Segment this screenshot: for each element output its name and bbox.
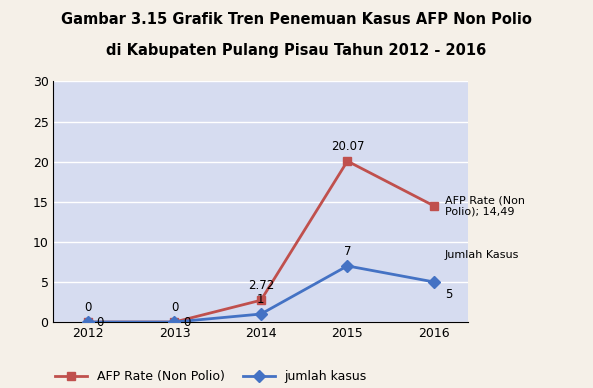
Text: Jumlah Kasus: Jumlah Kasus xyxy=(445,250,519,260)
Text: 7: 7 xyxy=(344,244,351,258)
Text: AFP Rate (Non
Polio); 14,49: AFP Rate (Non Polio); 14,49 xyxy=(445,195,525,217)
Text: 0: 0 xyxy=(171,301,178,314)
Text: 5: 5 xyxy=(445,288,452,300)
Text: 0: 0 xyxy=(96,315,104,329)
Text: Gambar 3.15 Grafik Tren Penemuan Kasus AFP Non Polio: Gambar 3.15 Grafik Tren Penemuan Kasus A… xyxy=(61,12,532,27)
Text: 1: 1 xyxy=(257,293,264,306)
Legend: AFP Rate (Non Polio), jumlah kasus: AFP Rate (Non Polio), jumlah kasus xyxy=(50,365,372,388)
Text: 20.07: 20.07 xyxy=(331,140,364,153)
Text: 0: 0 xyxy=(84,301,92,314)
Text: 2.72: 2.72 xyxy=(248,279,274,292)
Text: di Kabupaten Pulang Pisau Tahun 2012 - 2016: di Kabupaten Pulang Pisau Tahun 2012 - 2… xyxy=(106,43,487,58)
Text: 0: 0 xyxy=(183,315,190,329)
